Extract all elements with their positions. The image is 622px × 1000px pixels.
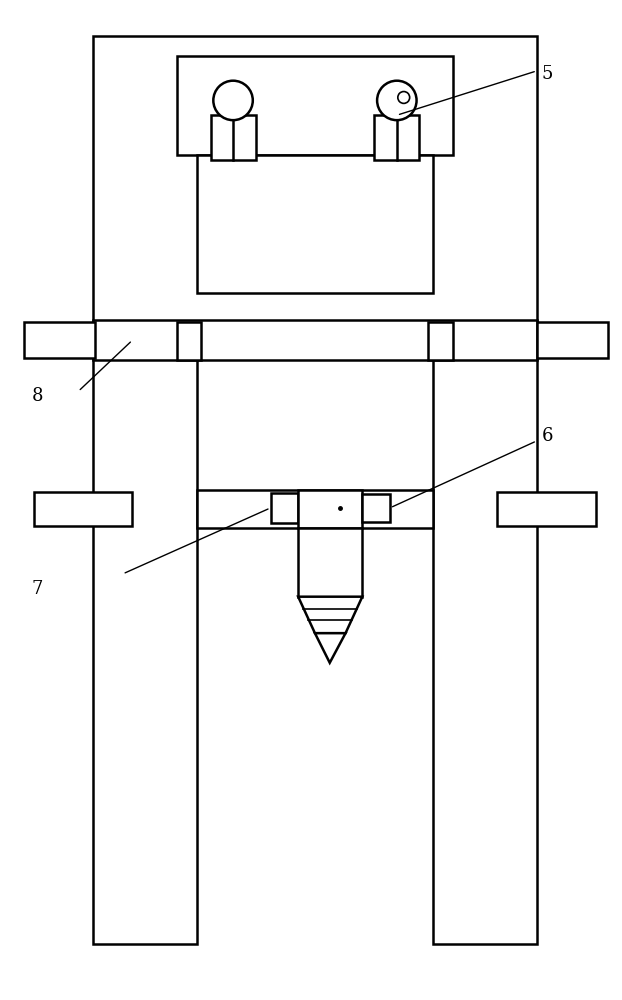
Polygon shape [315, 633, 346, 663]
Polygon shape [298, 597, 362, 633]
Bar [177, 322, 202, 360]
Bar [429, 322, 453, 360]
Bar [537, 322, 608, 358]
Bar [271, 493, 298, 523]
Bar [211, 115, 256, 160]
Bar [177, 56, 453, 155]
Bar [93, 36, 537, 322]
Bar [498, 492, 596, 526]
Circle shape [213, 81, 253, 120]
Circle shape [377, 81, 417, 120]
Bar [298, 528, 362, 597]
Bar [197, 155, 434, 293]
Bar [298, 490, 362, 528]
Circle shape [398, 92, 410, 103]
Bar [24, 322, 95, 358]
Text: 5: 5 [542, 65, 553, 83]
Bar [197, 490, 434, 528]
Bar [93, 320, 537, 360]
Text: 8: 8 [32, 387, 44, 405]
Bar [34, 492, 132, 526]
Text: 7: 7 [32, 580, 43, 598]
Text: 6: 6 [542, 427, 554, 445]
Bar [374, 115, 419, 160]
Bar [93, 322, 197, 944]
Bar [434, 322, 537, 944]
Bar [362, 494, 390, 522]
